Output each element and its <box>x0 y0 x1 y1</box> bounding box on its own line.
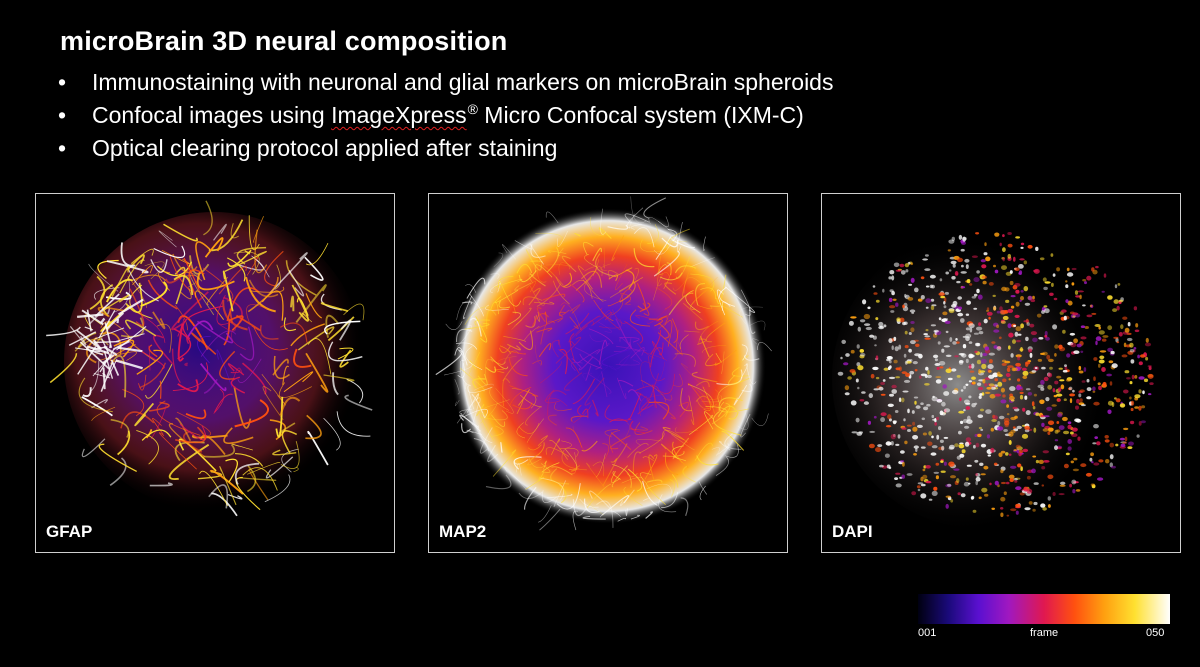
bullet-symbol: • <box>58 69 67 95</box>
bullet-item: • Optical clearing protocol applied afte… <box>56 132 833 165</box>
bullet-list: • Immunostaining with neuronal and glial… <box>56 66 833 165</box>
bullet-symbol: • <box>58 102 67 128</box>
bullet-item: • Confocal images using ImageXpress® Mic… <box>56 99 833 132</box>
bullet-item: • Immunostaining with neuronal and glial… <box>56 66 833 99</box>
bullet-text: Immunostaining with neuronal and glial m… <box>92 69 834 95</box>
gfap-panel: GFAP <box>35 193 395 553</box>
slide-title: microBrain 3D neural composition <box>60 26 508 56</box>
colorbar-mid-label: frame <box>1030 627 1059 639</box>
colorbar-max-label: 050 <box>1146 627 1165 639</box>
nuclei-image <box>832 229 1154 529</box>
panel-label-map2: MAP2 <box>439 522 487 541</box>
registered-mark: ® <box>467 101 478 117</box>
panel-label-dapi: DAPI <box>832 522 873 541</box>
colorbar-min-label: 001 <box>918 627 937 639</box>
bullet-text: Optical clearing protocol applied after … <box>92 135 558 161</box>
panel-label-gfap: GFAP <box>46 522 93 541</box>
bullet-text-suffix: Micro Confocal system (IXM-C) <box>477 102 804 128</box>
neuron-dendrites-image <box>435 196 772 531</box>
product-name: ImageXpress <box>331 102 467 128</box>
dapi-panel: DAPI <box>821 193 1181 553</box>
bullet-text: Confocal images using <box>92 102 332 128</box>
bullet-symbol: • <box>58 135 67 161</box>
map2-panel: MAP2 <box>428 193 788 553</box>
astrocyte-filaments-image <box>46 200 373 517</box>
depth-colorbar <box>918 594 1170 624</box>
